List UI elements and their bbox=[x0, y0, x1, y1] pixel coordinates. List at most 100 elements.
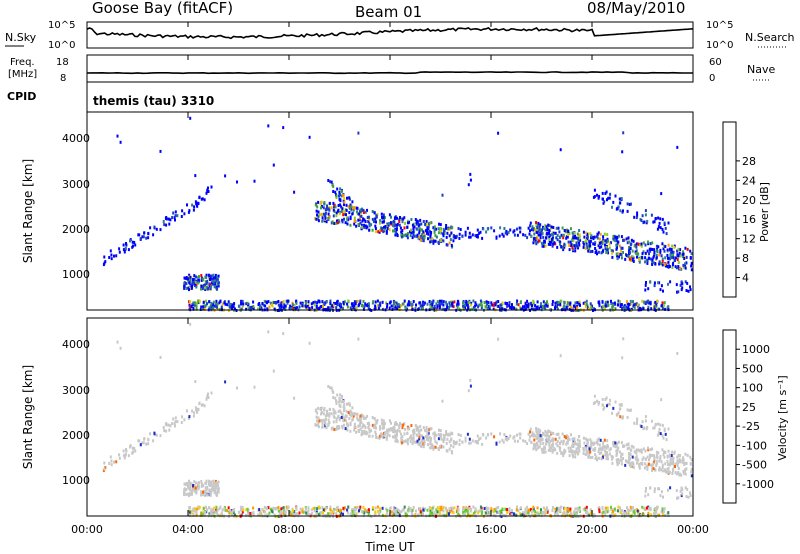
power-point bbox=[375, 230, 378, 233]
vel-point bbox=[534, 510, 537, 514]
power-point bbox=[165, 216, 168, 219]
power-point bbox=[571, 246, 574, 250]
power-point bbox=[544, 223, 547, 227]
power-point bbox=[418, 229, 421, 233]
power-point bbox=[539, 305, 542, 309]
power-point bbox=[684, 280, 687, 284]
vel-point bbox=[643, 506, 646, 510]
vel-point bbox=[628, 457, 631, 461]
power-point bbox=[657, 225, 660, 229]
vel-point bbox=[133, 447, 136, 450]
power-point bbox=[171, 216, 174, 220]
vel-point bbox=[472, 505, 475, 509]
power-point bbox=[320, 206, 322, 210]
power-point bbox=[147, 236, 150, 240]
vel-point bbox=[593, 448, 596, 452]
vel-point bbox=[681, 492, 684, 496]
power-point bbox=[362, 304, 364, 308]
vel-point bbox=[365, 509, 368, 513]
vel-point bbox=[507, 437, 510, 440]
power-point bbox=[626, 306, 629, 310]
vel-point bbox=[189, 322, 192, 326]
vel-point bbox=[670, 454, 673, 457]
vel-point bbox=[548, 430, 551, 433]
vel-point bbox=[119, 346, 122, 350]
vel-point bbox=[299, 507, 302, 511]
colorbar-tick-label: 24 bbox=[742, 174, 756, 187]
vel-point bbox=[569, 507, 572, 511]
power-point bbox=[186, 203, 188, 207]
power-point bbox=[342, 306, 344, 310]
power-point bbox=[343, 217, 345, 221]
power-point bbox=[563, 307, 566, 311]
power-point bbox=[463, 303, 466, 307]
vel-point bbox=[542, 450, 545, 454]
vel-point bbox=[550, 439, 553, 443]
power-point bbox=[426, 226, 429, 230]
vel-point bbox=[469, 441, 472, 445]
vel-point bbox=[541, 510, 544, 514]
power-point bbox=[188, 288, 190, 292]
vel-point bbox=[658, 459, 661, 463]
vel-point bbox=[324, 417, 327, 421]
power-point bbox=[340, 205, 343, 209]
power-point bbox=[345, 213, 347, 217]
power-point bbox=[191, 203, 194, 207]
power-point bbox=[641, 255, 644, 259]
vel-point bbox=[319, 408, 322, 411]
vel-point bbox=[221, 508, 224, 512]
power-point bbox=[578, 243, 581, 247]
power-point bbox=[604, 306, 607, 310]
vel-point bbox=[108, 462, 111, 465]
power-point bbox=[604, 192, 607, 195]
vel-point bbox=[224, 508, 227, 512]
power-point bbox=[554, 301, 557, 305]
vel-point bbox=[644, 415, 647, 419]
vel-point bbox=[622, 415, 624, 419]
vel-point bbox=[462, 510, 465, 514]
vel-point bbox=[103, 461, 106, 465]
vel-point bbox=[342, 506, 345, 510]
vel-point bbox=[672, 462, 675, 466]
vel-point bbox=[629, 462, 632, 466]
power-ytick-1000: 1000 bbox=[62, 268, 90, 281]
power-point bbox=[565, 236, 568, 240]
vel-point bbox=[568, 454, 571, 458]
power-point bbox=[237, 304, 240, 308]
vel-point bbox=[577, 451, 580, 455]
power-point bbox=[682, 263, 685, 267]
power-point bbox=[212, 300, 215, 304]
vel-point bbox=[632, 465, 635, 469]
vel-point bbox=[457, 508, 460, 512]
vel-point bbox=[273, 507, 276, 510]
vel-point bbox=[229, 511, 232, 515]
vel-point bbox=[429, 509, 432, 513]
vel-point bbox=[616, 460, 619, 464]
power-point bbox=[660, 262, 663, 266]
power-point bbox=[174, 214, 177, 218]
vel-point bbox=[479, 505, 482, 509]
power-point bbox=[653, 252, 656, 256]
power-point bbox=[339, 203, 342, 207]
power-point bbox=[690, 261, 693, 265]
vel-point bbox=[336, 505, 339, 509]
vel-point bbox=[347, 505, 350, 509]
power-point bbox=[488, 307, 491, 311]
power-point bbox=[616, 257, 619, 261]
vel-point bbox=[606, 506, 609, 510]
vel-point bbox=[385, 507, 388, 511]
power-point bbox=[605, 248, 608, 252]
velocity-ytick-1000: 1000 bbox=[62, 474, 90, 487]
power-point bbox=[543, 306, 546, 309]
vel-point bbox=[349, 421, 352, 425]
vel-point bbox=[425, 428, 428, 432]
vel-point bbox=[333, 409, 336, 413]
x-tick-label: 00:00 bbox=[677, 523, 709, 536]
vel-point bbox=[598, 443, 601, 447]
power-point bbox=[427, 225, 430, 229]
power-point bbox=[346, 196, 348, 200]
power-point bbox=[277, 303, 280, 307]
vel-point bbox=[448, 447, 451, 451]
power-point bbox=[602, 235, 605, 239]
vel-point bbox=[582, 448, 585, 452]
